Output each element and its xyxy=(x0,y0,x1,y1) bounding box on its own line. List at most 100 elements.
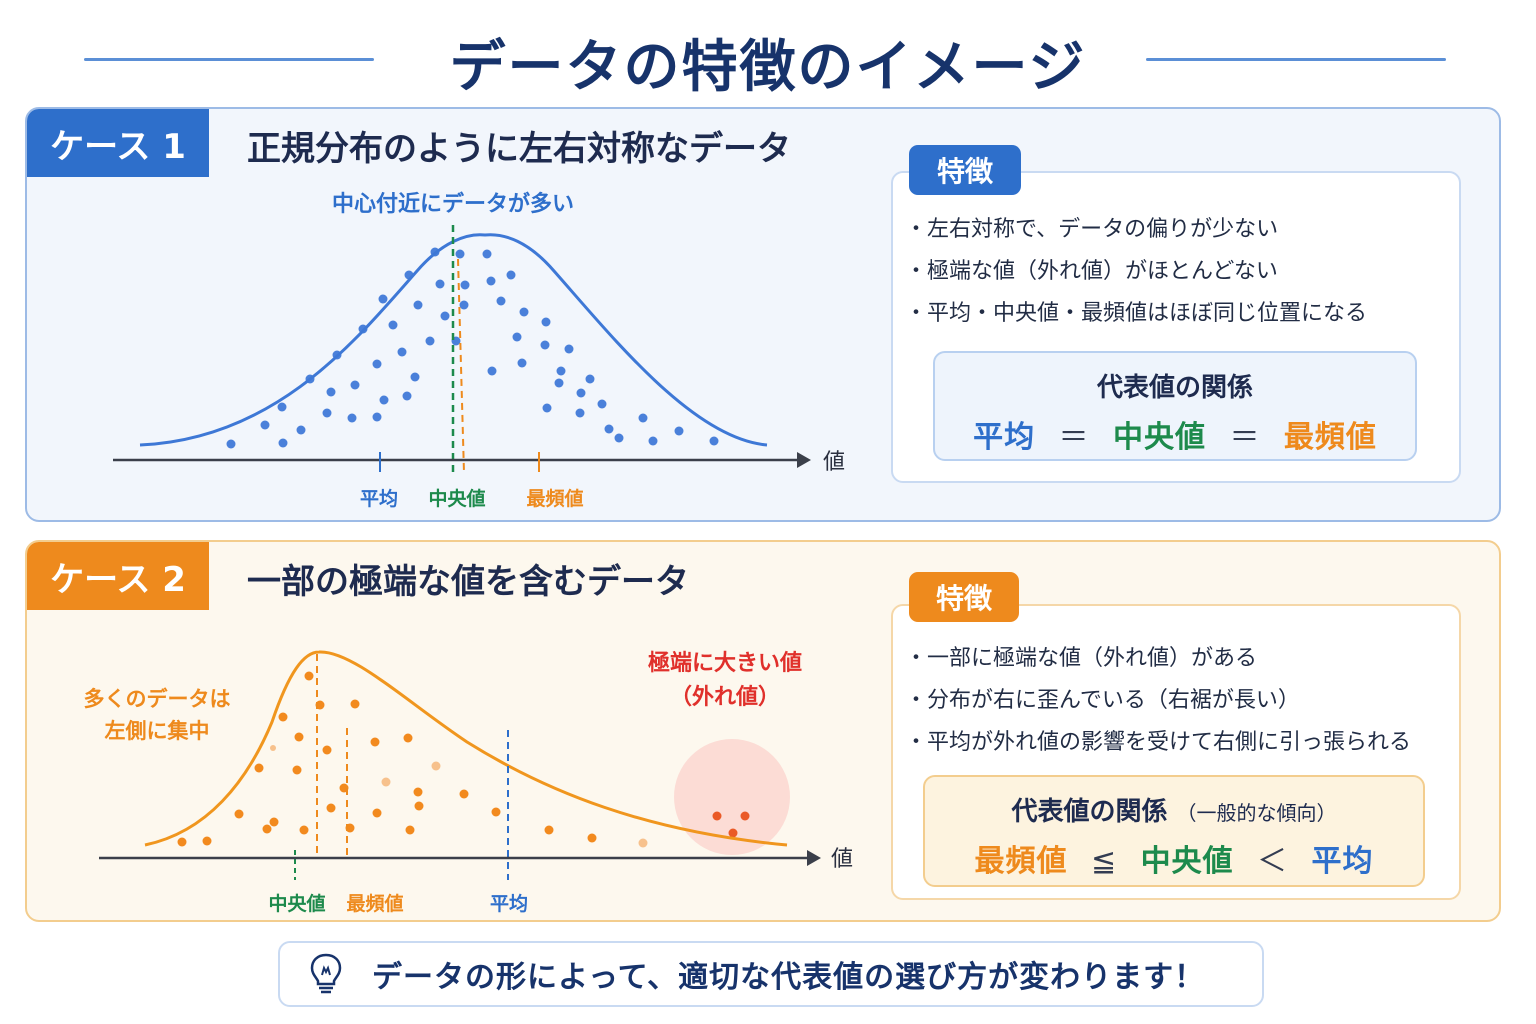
case2-relation-op1: ≦ xyxy=(1090,844,1118,879)
case2-relation-formula: 最頻値 ≦ 中央値 ＜ 平均 xyxy=(925,836,1423,880)
undefined xyxy=(425,336,435,346)
case2-relation-op2: ＜ xyxy=(1257,844,1289,879)
title-rule-left xyxy=(84,58,374,61)
undefined xyxy=(397,347,407,357)
undefined xyxy=(413,787,423,797)
case2-relation-mean: 平均 xyxy=(1311,844,1374,879)
undefined xyxy=(405,825,415,835)
undefined xyxy=(234,809,244,819)
title-rule-right xyxy=(1146,58,1446,61)
undefined xyxy=(496,296,506,306)
undefined xyxy=(576,388,586,398)
undefined xyxy=(614,433,624,443)
case2-annotation-left-line2: 左側に集中 xyxy=(105,719,210,743)
case1-features-tag: 特徴 xyxy=(909,145,1021,195)
page-title: データの特徴のイメージ xyxy=(449,35,1087,100)
case1-feature-item: 左右対称で、データの偏りが少ない xyxy=(905,209,1367,251)
undefined xyxy=(294,732,304,742)
case1-relation-op1: ＝ xyxy=(1058,420,1090,455)
footer-message-box: データの形によって、適切な代表値の選び方が変わります！ xyxy=(278,941,1264,1007)
case1-panel: ケース 1 正規分布のように左右対称なデータ 中心付近にデータが多い 値 平均 … xyxy=(25,107,1501,522)
case2-relation-box: 代表値の関係 （一般的な傾向） 最頻値 ≦ 中央値 ＜ 平均 xyxy=(923,775,1425,887)
case2-relation-median: 中央値 xyxy=(1140,844,1234,879)
undefined xyxy=(740,811,750,821)
case2-data-points xyxy=(177,671,750,848)
case1-relation-mean: 平均 xyxy=(973,420,1036,455)
case2-median-label: 中央値 xyxy=(268,892,325,915)
case1-annotation: 中心付近にデータが多い xyxy=(332,191,574,217)
undefined xyxy=(638,838,648,848)
case2-relation-title: 代表値の関係 xyxy=(1011,797,1168,827)
undefined xyxy=(381,777,391,787)
undefined xyxy=(177,837,187,847)
lightbulb-icon xyxy=(310,953,342,994)
undefined xyxy=(482,249,492,259)
undefined xyxy=(277,402,287,412)
undefined xyxy=(413,300,423,310)
undefined xyxy=(304,671,314,681)
case2-feature-item: 平均が外れ値の影響を受けて右側に引っ張られる xyxy=(905,722,1411,764)
case1-x-axis-arrow xyxy=(797,452,811,468)
case2-outlier-label-line2: （外れ値） xyxy=(670,684,780,710)
undefined xyxy=(262,824,272,834)
case2-relation-heading: 代表値の関係 （一般的な傾向） xyxy=(925,791,1423,828)
undefined xyxy=(486,276,496,286)
undefined xyxy=(226,439,236,449)
case1-relation-title: 代表値の関係 xyxy=(1096,373,1253,403)
case1-heading: 正規分布のように左右対称なデータ xyxy=(247,129,791,169)
undefined xyxy=(512,332,522,342)
undefined xyxy=(254,763,264,773)
case1-tag: ケース 1 xyxy=(27,109,209,177)
undefined xyxy=(410,372,420,382)
undefined xyxy=(260,420,270,430)
undefined xyxy=(491,807,501,817)
undefined xyxy=(455,249,465,259)
undefined xyxy=(269,817,279,827)
undefined xyxy=(556,366,566,376)
undefined xyxy=(292,765,302,775)
undefined xyxy=(388,320,398,330)
undefined xyxy=(554,378,564,388)
case2-relation-subtitle: （一般的な傾向） xyxy=(1176,801,1337,825)
case2-relation-mode: 最頻値 xyxy=(974,844,1068,879)
case2-feature-item: 分布が右に歪んでいる（右裾が長い） xyxy=(905,680,1411,722)
undefined xyxy=(540,340,550,350)
undefined xyxy=(459,789,469,799)
undefined xyxy=(299,825,309,835)
case1-feature-list: 左右対称で、データの偏りが少ない 極端な値（外れ値）がほとんどない 平均・中央値… xyxy=(905,209,1367,335)
case2-mean-label: 平均 xyxy=(490,892,528,915)
undefined xyxy=(648,436,658,446)
undefined xyxy=(326,803,336,813)
case1-relation-box: 代表値の関係 平均 ＝ 中央値 ＝ 最頻値 xyxy=(933,351,1417,461)
undefined xyxy=(564,344,574,354)
undefined xyxy=(370,737,380,747)
case2-tag: ケース 2 xyxy=(27,542,209,610)
undefined xyxy=(604,424,614,434)
undefined xyxy=(278,712,288,722)
undefined xyxy=(575,408,585,418)
undefined xyxy=(322,745,332,755)
undefined xyxy=(372,412,382,422)
undefined xyxy=(541,317,551,327)
undefined xyxy=(431,761,441,771)
undefined xyxy=(379,395,389,405)
case2-skewed-curve xyxy=(144,650,788,847)
undefined xyxy=(709,436,719,446)
case1-relation-mode: 最頻値 xyxy=(1283,420,1377,455)
case1-median-label: 中央値 xyxy=(428,487,485,510)
case2-annotation-left-line1: 多くのデータは xyxy=(84,687,231,711)
case1-mode-line xyxy=(457,258,465,474)
case1-relation-formula: 平均 ＝ 中央値 ＝ 最頻値 xyxy=(935,412,1415,456)
undefined xyxy=(728,828,738,838)
case2-features-tag: 特徴 xyxy=(909,572,1019,622)
case2-x-axis-arrow xyxy=(807,850,821,866)
undefined xyxy=(460,280,470,290)
case1-feature-item: 極端な値（外れ値）がほとんどない xyxy=(905,251,1367,293)
undefined xyxy=(270,745,276,751)
undefined xyxy=(278,438,288,448)
undefined xyxy=(597,399,607,409)
case2-outlier-label-line1: 極端に大きい値 xyxy=(648,650,802,676)
undefined xyxy=(440,311,450,321)
case1-feature-item: 平均・中央値・最頻値はほぼ同じ位置になる xyxy=(905,293,1367,335)
undefined xyxy=(322,408,332,418)
